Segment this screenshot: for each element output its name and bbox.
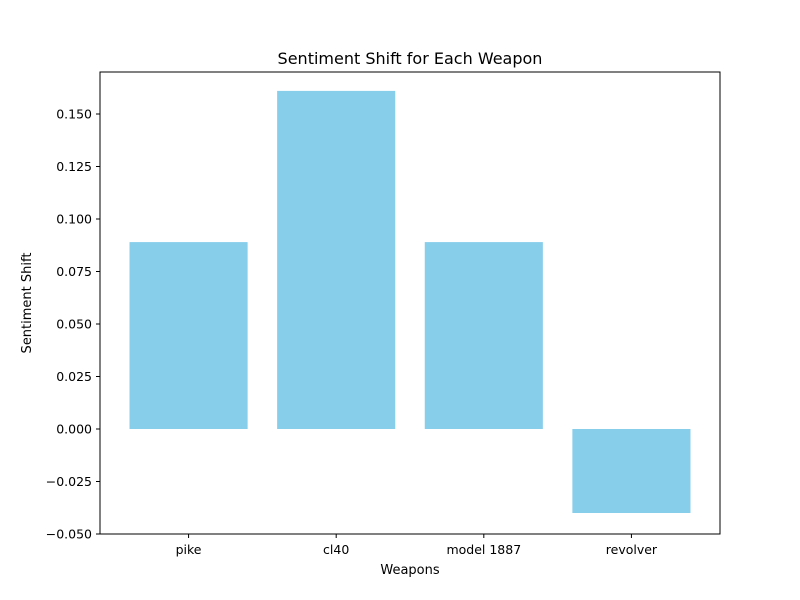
y-tick-label: 0.000 [56, 422, 92, 437]
y-axis-label: Sentiment Shift [20, 253, 35, 354]
y-tick-label: −0.050 [46, 527, 92, 542]
plot-frame [99, 71, 721, 535]
y-tick-label: 0.025 [56, 369, 92, 384]
bar-model-1887 [424, 242, 543, 429]
y-tick-label: 0.150 [56, 107, 92, 122]
y-axis-ticks: −0.050 −0.025 0.000 0.025 0.050 0.075 0.100 0.1… [46, 107, 100, 542]
y-tick-label: −0.025 [46, 474, 92, 489]
bar-revolver [572, 429, 691, 513]
x-axis-ticks: pike cl40 model 1887 revolver [176, 534, 658, 557]
x-tick-label: pike [176, 542, 202, 557]
x-axis-label: Weapons [380, 563, 440, 578]
chart-title: Sentiment Shift for Each Weapon [278, 49, 543, 68]
x-tick-label: model 1887 [446, 542, 521, 557]
y-tick-label: 0.050 [56, 317, 92, 332]
y-tick-label: 0.100 [56, 212, 92, 227]
bar-pike [129, 242, 248, 429]
x-tick-label: revolver [606, 542, 658, 557]
y-tick-label: 0.075 [56, 264, 92, 279]
bar-cl40 [277, 90, 396, 430]
y-tick-label: 0.125 [56, 159, 92, 174]
x-tick-label: cl40 [323, 542, 349, 557]
bars-layer [129, 90, 691, 513]
